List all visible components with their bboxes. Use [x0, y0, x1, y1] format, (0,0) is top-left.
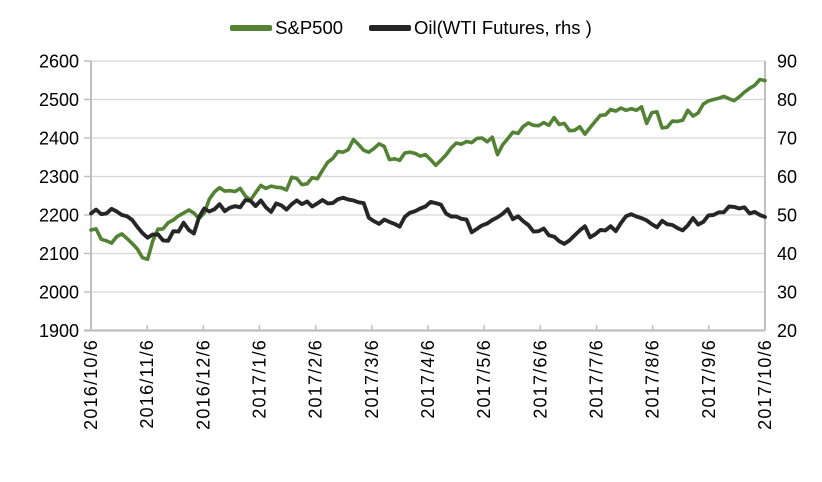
y-axis-label-right: 60 — [777, 167, 797, 187]
x-axis-label: 2017/3/6 — [362, 339, 382, 419]
x-axis-label: 2016/10/6 — [81, 339, 101, 430]
legend-item-oil[interactable]: Oil(WTI Futures, rhs ) — [369, 17, 592, 39]
x-axis-label: 2016/12/6 — [193, 339, 213, 430]
y-axis-label-left: 2400 — [39, 129, 79, 149]
y-axis-label-right: 80 — [777, 90, 797, 110]
y-axis-label-right: 30 — [777, 283, 797, 303]
x-axis-label: 2016/11/6 — [137, 339, 157, 429]
chart-legend: S&P500 Oil(WTI Futures, rhs ) — [0, 17, 822, 39]
sp500-legend-label: S&P500 — [275, 17, 344, 38]
x-axis-label: 2017/9/6 — [699, 339, 719, 419]
y-axis-label-right: 50 — [777, 206, 797, 226]
y-axis-label-left: 2200 — [39, 206, 79, 226]
x-axis-label: 2017/7/6 — [587, 339, 607, 419]
x-axis-label: 2017/8/6 — [643, 339, 663, 419]
y-axis-label-left: 2500 — [39, 90, 79, 110]
y-axis-label-right: 20 — [777, 321, 797, 341]
y-axis-label-left: 2000 — [39, 283, 79, 303]
oil-legend-label: Oil(WTI Futures, rhs ) — [414, 17, 592, 38]
y-axis-label-right: 70 — [777, 129, 797, 149]
x-axis-label: 2017/10/6 — [755, 339, 775, 430]
x-axis-label: 2017/2/6 — [306, 339, 326, 419]
y-axis-label-left: 2300 — [39, 167, 79, 187]
oil-line-swatch — [369, 25, 412, 31]
y-axis-label-left: 1900 — [39, 321, 79, 341]
x-axis-label: 2017/4/6 — [418, 339, 438, 419]
x-axis-label: 2017/5/6 — [474, 339, 494, 419]
x-axis-label: 2017/1/6 — [250, 339, 270, 419]
sp500-line — [89, 77, 767, 262]
y-axis-label-right: 90 — [777, 52, 797, 72]
legend-item-sp500[interactable]: S&P500 — [230, 17, 343, 39]
sp500-line-swatch — [230, 25, 273, 31]
x-axis-label: 2017/6/6 — [530, 339, 550, 419]
y-axis-label-right: 40 — [777, 244, 797, 264]
oil-line — [89, 195, 767, 246]
y-axis-label-left: 2600 — [39, 52, 79, 72]
y-axis-label-left: 2100 — [39, 244, 79, 264]
